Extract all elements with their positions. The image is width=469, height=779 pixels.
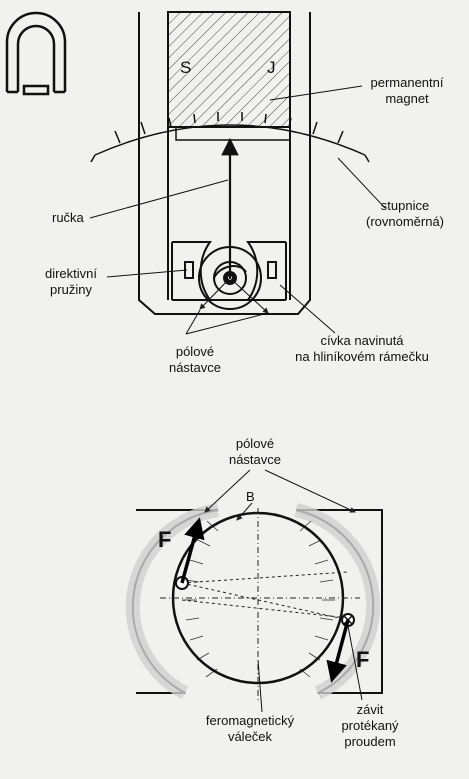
top-leaders	[89, 85, 386, 335]
lower-block	[175, 127, 291, 141]
pointer-label: ručka	[52, 210, 84, 225]
winding-plane	[181, 571, 349, 621]
pole-label-south: S	[180, 58, 192, 77]
axes	[160, 508, 360, 700]
springs-label-line1: direktivní	[44, 266, 98, 281]
winding-label-line3: proudem	[344, 734, 396, 749]
bottom-leaders	[204, 469, 363, 713]
pole-pieces-label-top-line2: nástavce	[168, 360, 222, 375]
magnet-label: permanentní magnet	[362, 75, 452, 107]
field-lines	[184, 520, 335, 678]
winding-label-line1: závit	[356, 702, 384, 717]
scale-label-line1: stupnice	[380, 198, 430, 213]
coil-label-line2: na hliníkovém rámečku	[295, 349, 429, 364]
scale-ticks	[90, 112, 370, 163]
coil-label: cívka navinutá na hliníkovém rámečku	[272, 333, 452, 365]
springs-label: direktivní pružiny	[36, 266, 106, 298]
force-label-left: F	[158, 527, 172, 552]
pole-pieces-label-top: pólové nástavce	[150, 344, 240, 376]
pole-pieces-label-bottom-line2: nástavce	[228, 452, 282, 467]
cylinder-label-line1: feromagnetický	[205, 713, 295, 728]
winding-label: závit protékaný proudem	[320, 702, 420, 750]
coil-label-line1: cívka navinutá	[320, 333, 404, 348]
magnet-label-line1: permanentní	[370, 75, 444, 90]
magnet-label-line2: magnet	[385, 91, 429, 106]
scale-label-line2: (rovnoměrná)	[365, 214, 445, 229]
field-label: B	[246, 489, 255, 504]
springs-label-line2: pružiny	[50, 282, 92, 297]
pole-pieces-label-top-line1: pólové	[175, 344, 215, 359]
permanent-magnet	[167, 11, 291, 128]
pole-pieces-label-bottom: pólové nástavce	[210, 436, 300, 468]
force-arrow-right	[326, 619, 350, 683]
horseshoe-magnet-icon	[5, 11, 67, 96]
force-label-right: F	[356, 647, 370, 672]
scale-label: stupnice (rovnoměrná)	[350, 198, 460, 230]
pole-pieces-label-bottom-line1: pólové	[235, 436, 275, 451]
cylinder-label: feromagnetický váleček	[195, 713, 305, 745]
pole-label-north: J	[267, 58, 276, 77]
force-arrow-left	[180, 517, 205, 584]
scale-arc	[94, 124, 366, 156]
cylinder-label-line2: váleček	[227, 729, 273, 744]
winding-label-line2: protékaný	[341, 718, 399, 733]
